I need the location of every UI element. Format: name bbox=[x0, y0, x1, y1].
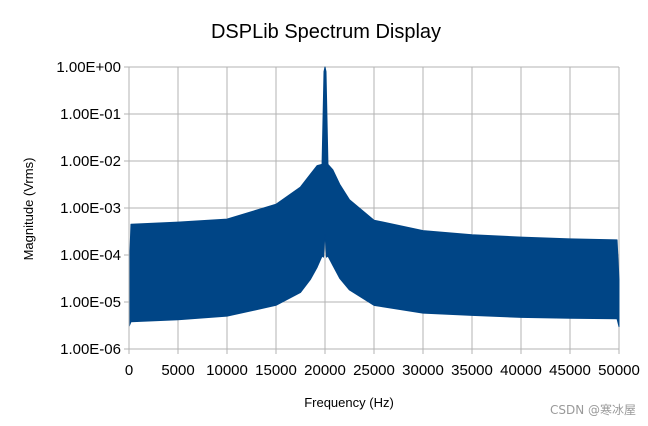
x-tick-label: 40000 bbox=[500, 362, 542, 379]
x-tick-label: 10000 bbox=[206, 362, 248, 379]
chart-title: DSPLib Spectrum Display bbox=[211, 21, 441, 43]
y-axis-title: Magnitude (Vrms) bbox=[21, 158, 36, 261]
x-tick-label: 5000 bbox=[161, 362, 194, 379]
watermark-text: CSDN @寒冰屋 bbox=[550, 402, 636, 417]
y-tick-label: 1.00E-05 bbox=[60, 294, 121, 311]
y-axis-tick-labels: 1.00E+00 1.00E-01 1.00E-02 1.00E-03 1.00E-04… bbox=[56, 59, 121, 358]
y-tick-label: 1.00E-02 bbox=[60, 153, 121, 170]
y-tick-label: 1.00E-06 bbox=[60, 341, 121, 358]
x-tick-label: 0 bbox=[125, 362, 133, 379]
x-tick-label: 30000 bbox=[402, 362, 444, 379]
y-tick-label: 1.00E-04 bbox=[60, 247, 121, 264]
y-tick-label: 1.00E-01 bbox=[60, 106, 121, 123]
x-tick-label: 25000 bbox=[353, 362, 395, 379]
x-axis-tick-labels: 0 5000 10000 15000 20000 25000 30000 35000 40000… bbox=[125, 362, 640, 379]
plot-area bbox=[128, 66, 620, 328]
x-axis-title: Frequency (Hz) bbox=[304, 395, 394, 410]
y-tick-label: 1.00E-03 bbox=[60, 200, 121, 217]
x-tick-label: 35000 bbox=[451, 362, 493, 379]
x-tick-label: 20000 bbox=[304, 362, 346, 379]
spectrum-band bbox=[128, 66, 620, 328]
y-tick-label: 1.00E+00 bbox=[56, 59, 121, 76]
axes bbox=[124, 66, 620, 354]
x-tick-label: 50000 bbox=[598, 362, 640, 379]
x-tick-label: 45000 bbox=[549, 362, 591, 379]
x-tick-label: 15000 bbox=[255, 362, 297, 379]
